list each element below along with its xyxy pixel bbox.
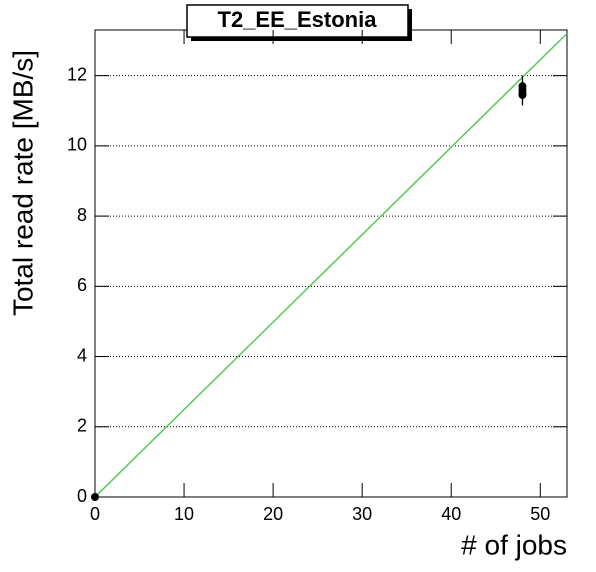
x-tick-label: 0 [90,504,100,524]
x-axis-label: # of jobs [461,529,567,560]
y-tick-label: 8 [77,205,87,225]
y-tick-label: 2 [77,416,87,436]
x-tick-label: 50 [530,504,550,524]
y-tick-label: 10 [67,135,87,155]
y-axis-label: Total read rate [MB/s] [7,50,38,316]
x-tick-label: 30 [352,504,372,524]
x-tick-label: 40 [441,504,461,524]
data-point [518,90,527,99]
x-tick-label: 20 [263,504,283,524]
x-tick-label: 10 [174,504,194,524]
y-tick-label: 4 [77,345,87,365]
data-point [91,493,99,501]
y-tick-label: 6 [77,275,87,295]
fit-line [94,32,568,498]
y-tick-label: 0 [77,486,87,506]
chart-title: T2_EE_Estonia [218,7,378,32]
title-box [186,4,409,38]
y-tick-label: 12 [67,64,87,84]
